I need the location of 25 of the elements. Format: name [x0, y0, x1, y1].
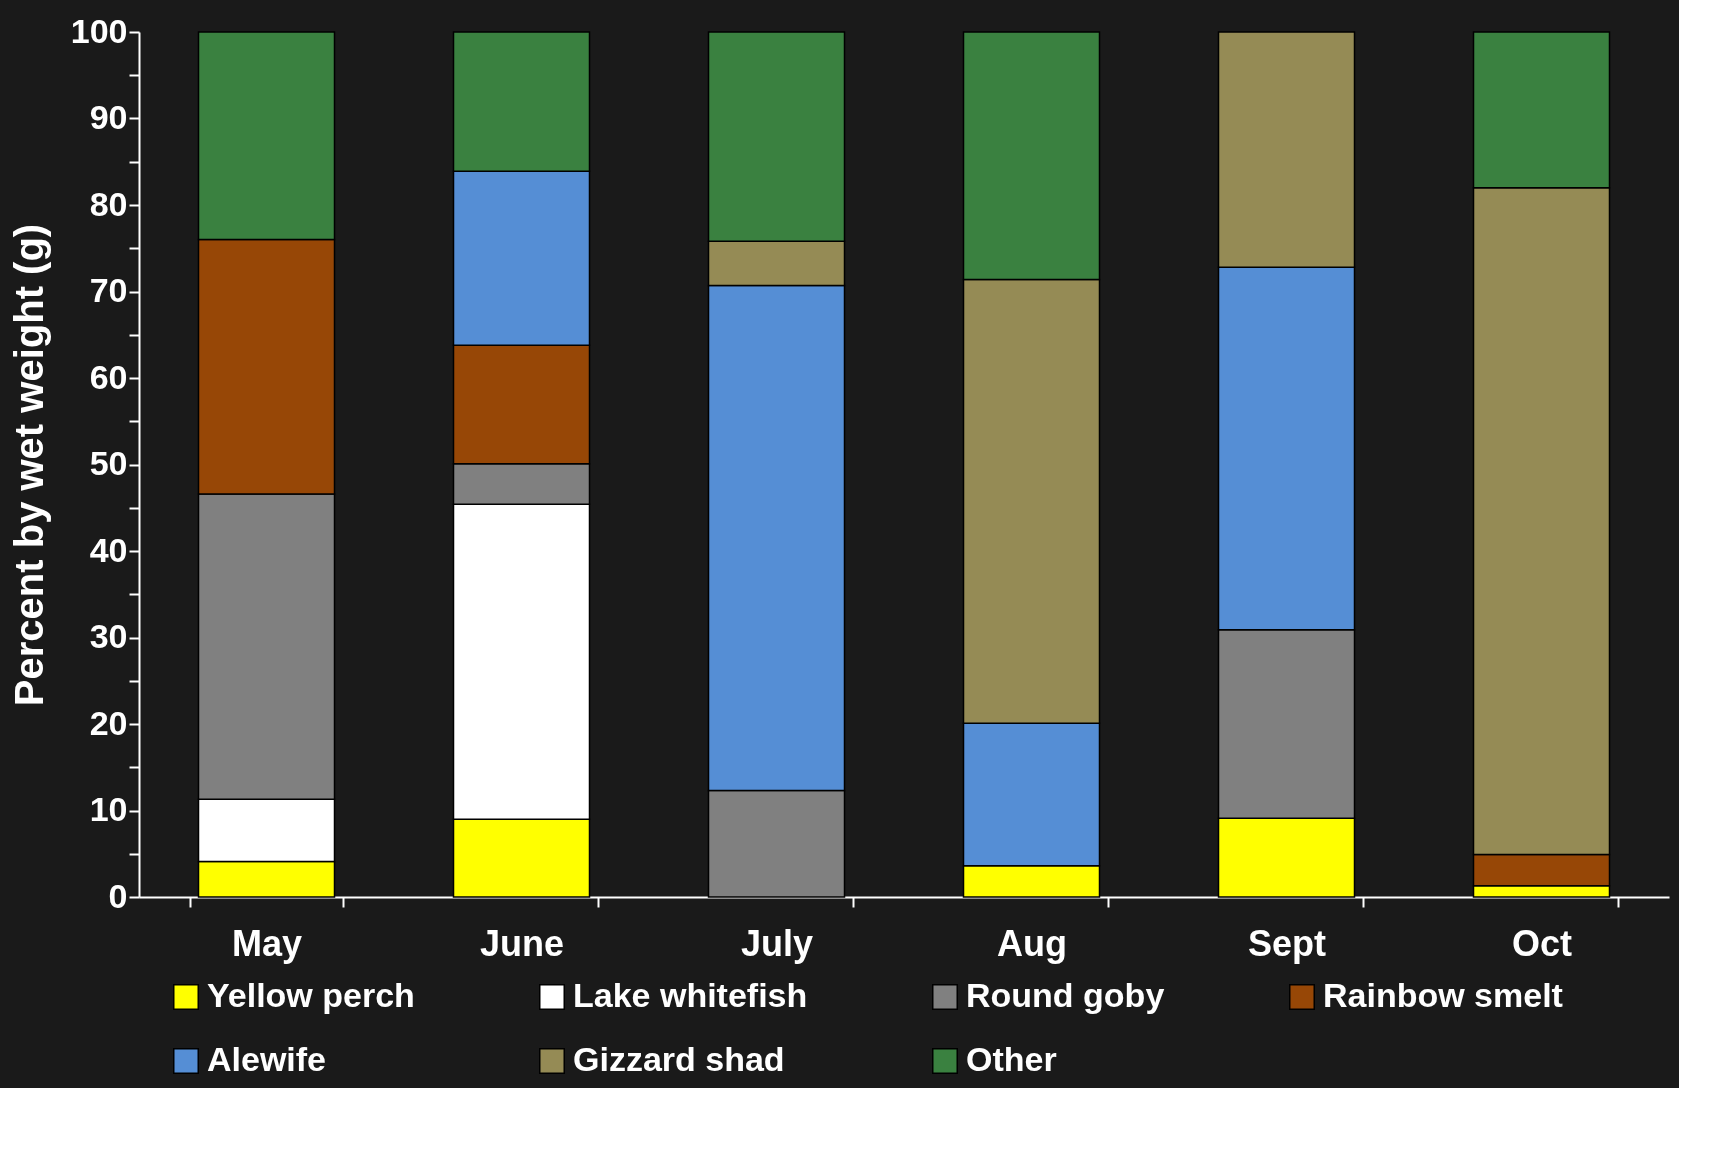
legend-label: Other	[966, 1040, 1057, 1078]
y-tick-label: 20	[89, 703, 128, 742]
y-tick-label: 0	[108, 876, 128, 915]
y-tick-label: 90	[89, 98, 128, 136]
legend-label: Yellow perch	[207, 976, 415, 1014]
legend-label: Lake whitefish	[573, 976, 808, 1014]
legend-label: Gizzard shad	[573, 1040, 785, 1078]
y-tick-label: 100	[70, 11, 128, 50]
y-tick-label: 60	[89, 357, 128, 396]
y-tick-label: 80	[89, 184, 128, 223]
y-tick-label: 30	[89, 617, 128, 655]
legend-label: Round goby	[966, 976, 1165, 1014]
x-tick-label: Oct	[1511, 922, 1573, 964]
x-tick-label: June	[479, 922, 565, 964]
x-tick-label: Sept	[1247, 922, 1327, 964]
x-tick-label: Aug	[997, 922, 1067, 964]
y-tick-label: 50	[89, 444, 128, 482]
y-tick-label: 70	[89, 271, 128, 309]
y-tick-label: 40	[89, 530, 128, 569]
legend-label: Rainbow smelt	[1323, 976, 1563, 1014]
legend-label: Alewife	[207, 1040, 327, 1078]
x-tick-label: May	[231, 922, 303, 964]
y-axis-title: Percent by wet weight (g)	[6, 223, 51, 707]
y-tick-label: 10	[89, 790, 128, 828]
x-tick-label: July	[740, 922, 814, 964]
